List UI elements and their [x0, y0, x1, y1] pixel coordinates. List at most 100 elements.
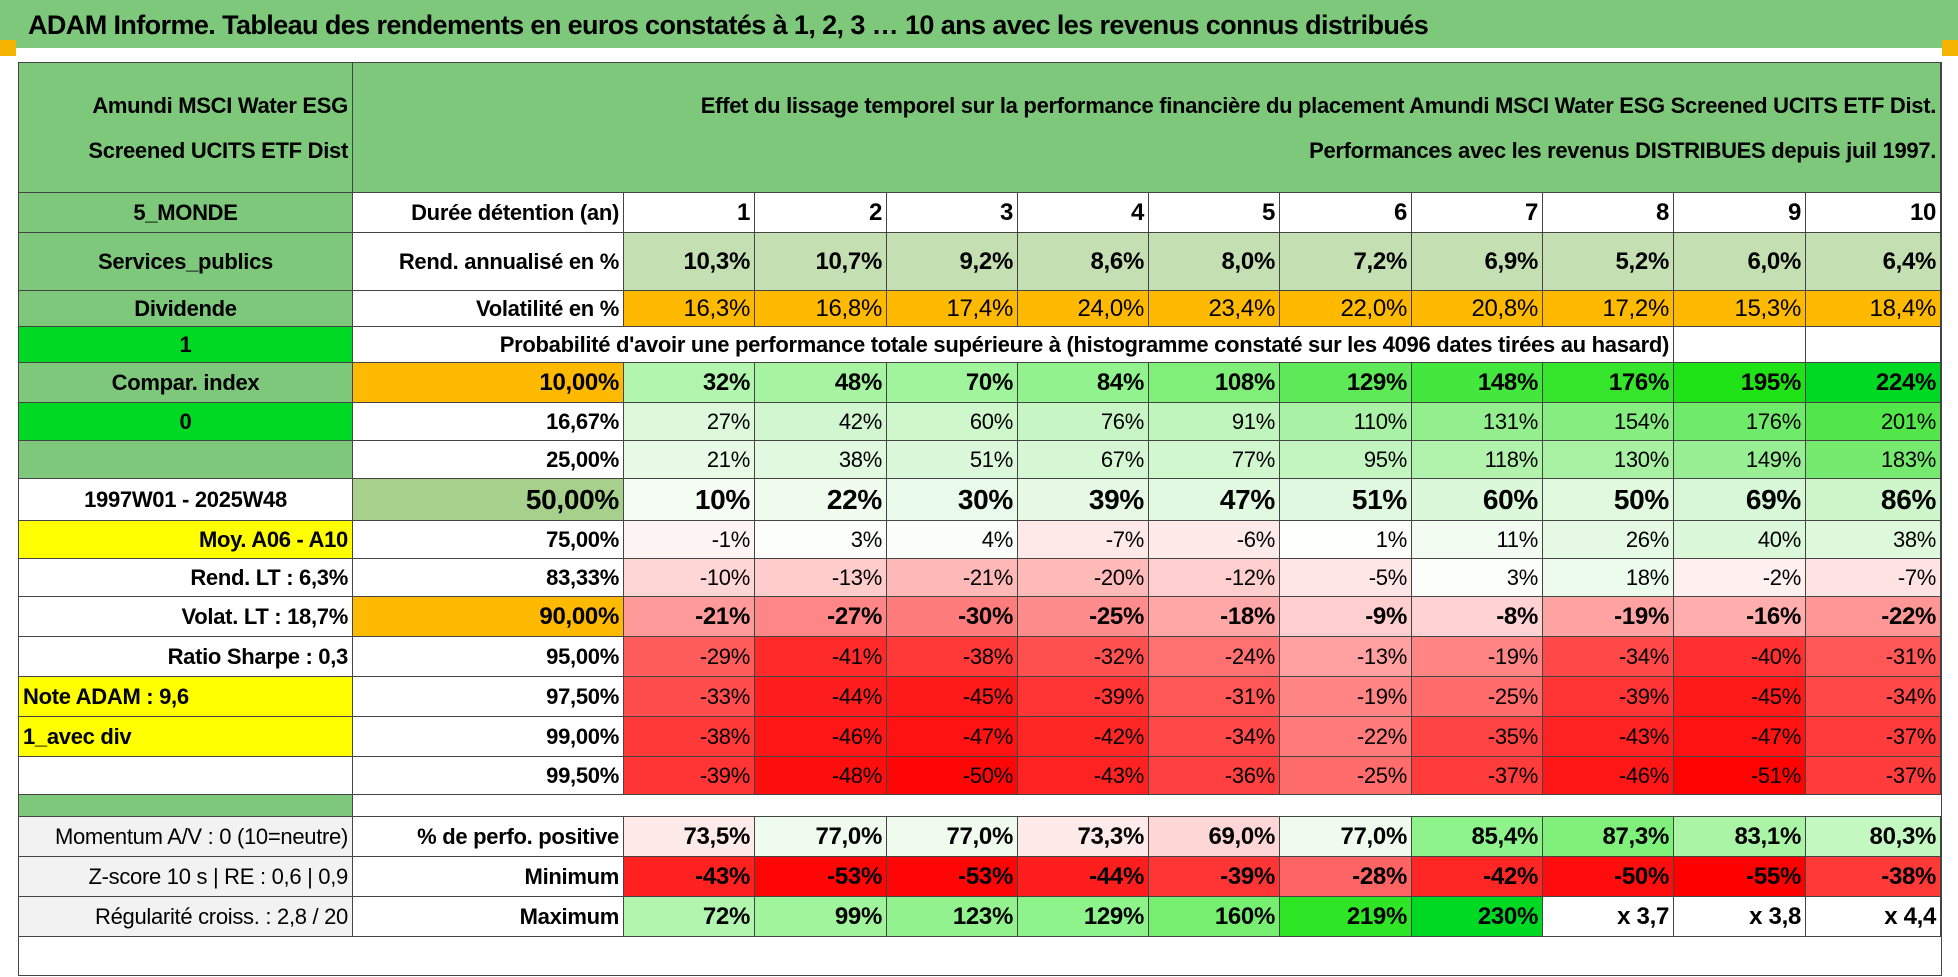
probability-cell: -12% — [1148, 558, 1280, 597]
probability-row: 1_avec div 99,00% -38% -46% -47% -42% -34% -22%… — [18, 716, 1942, 757]
side-label: Dividende — [18, 290, 353, 327]
corner-marker-right — [1942, 40, 1958, 56]
probability-cell: -7% — [1804, 558, 1942, 597]
probability-cell: 67% — [1017, 440, 1149, 479]
probability-cell: 86% — [1804, 478, 1942, 521]
return-cell: 8,0% — [1148, 232, 1280, 291]
duration-cell: 8 — [1542, 192, 1674, 233]
header-row: Amundi MSCI Water ESG Screened UCITS ETF… — [18, 62, 1942, 193]
side-label: Note ADAM : 9,6 — [18, 676, 353, 717]
threshold-cell: 16,67% — [352, 402, 624, 441]
probability-cell: 148% — [1411, 362, 1543, 403]
return-cell: 9,2% — [886, 232, 1018, 291]
probability-row: 99,50% -39% -48% -50% -43% -36% -25% -37% -46% -5… — [18, 756, 1942, 795]
side-label — [18, 756, 353, 795]
duration-cell: 5 — [1148, 192, 1280, 233]
volatility-row: Dividende Volatilité en % 16,3% 16,8% 17,4% 2… — [18, 290, 1942, 327]
probability-cell: 154% — [1542, 402, 1674, 441]
empty-cell — [1673, 326, 1806, 363]
probability-cell: 77% — [1148, 440, 1280, 479]
probability-cell: -46% — [1542, 756, 1674, 795]
stat-side-label: Z-score 10 s | RE : 0,6 | 0,9 — [18, 856, 353, 897]
probability-cell: -27% — [754, 596, 887, 637]
stat-cell: 219% — [1279, 896, 1412, 937]
duration-cell: 10 — [1804, 192, 1942, 233]
return-cell: 7,2% — [1279, 232, 1412, 291]
probability-cell: -13% — [754, 558, 887, 597]
stat-cell: 85,4% — [1411, 816, 1543, 857]
probability-cell: 42% — [754, 402, 887, 441]
probability-cell: 22% — [754, 478, 887, 521]
probability-cell: -48% — [754, 756, 887, 795]
probability-cell: 47% — [1148, 478, 1280, 521]
probability-cell: -21% — [623, 596, 755, 637]
stat-cell: 77,0% — [1279, 816, 1412, 857]
description-line-1: Effet du lissage temporel sur la perform… — [700, 92, 1937, 118]
duration-cell: 7 — [1411, 192, 1543, 233]
probability-cell: 183% — [1804, 440, 1942, 479]
side-label: Rend. LT : 6,3% — [18, 558, 353, 597]
row-label: Rend. annualisé en % — [352, 232, 624, 291]
stat-cell: 129% — [1017, 896, 1149, 937]
volatility-cell: 20,8% — [1411, 290, 1543, 327]
probability-row: 25,00% 21% 38% 51% 67% 77% 95% 118% 130% 149% 183% — [18, 440, 1942, 479]
probability-cell: -34% — [1148, 716, 1280, 757]
threshold-cell: 10,00% — [352, 362, 624, 403]
probability-cell: -47% — [886, 716, 1018, 757]
probability-cell: -50% — [886, 756, 1018, 795]
probability-cell: 51% — [886, 440, 1018, 479]
volatility-cell: 16,3% — [623, 290, 755, 327]
probability-cell: 108% — [1148, 362, 1280, 403]
probability-cell: -25% — [1411, 676, 1543, 717]
stat-cell: -39% — [1148, 856, 1280, 897]
probability-cell: -22% — [1279, 716, 1412, 757]
stat-cell: -28% — [1279, 856, 1412, 897]
volatility-cell: 16,8% — [754, 290, 887, 327]
probability-cell: 4% — [886, 520, 1018, 559]
stat-row: Régularité croiss. : 2,8 / 20 Maximum 72% 9… — [18, 896, 1942, 937]
probability-cell: 38% — [1804, 520, 1942, 559]
probability-cell: 18% — [1542, 558, 1674, 597]
probability-cell: -25% — [1279, 756, 1412, 795]
stat-cell: 69,0% — [1148, 816, 1280, 857]
probability-cell: 60% — [1411, 478, 1543, 521]
stat-cell: 77,0% — [754, 816, 887, 857]
duration-row: 5_MONDE Durée détention (an) 1 2 3 4 5 6 7 8 9 10 — [18, 192, 1942, 233]
probability-cell: -24% — [1148, 636, 1280, 677]
probability-cell: -39% — [1017, 676, 1149, 717]
probability-cell: -10% — [623, 558, 755, 597]
probability-row: Rend. LT : 6,3% 83,33% -10% -13% -21% -20% -12… — [18, 558, 1942, 597]
probability-row: Compar. index 10,00% 32% 48% 70% 84% 108% 129% 1… — [18, 362, 1942, 403]
probability-cell: -21% — [886, 558, 1018, 597]
probability-cell: -20% — [1017, 558, 1149, 597]
probability-cell: -38% — [886, 636, 1018, 677]
probability-cell: 130% — [1542, 440, 1674, 479]
stat-cell: 73,3% — [1017, 816, 1149, 857]
side-label: Compar. index — [18, 362, 353, 403]
side-label: 1997W01 - 2025W48 — [18, 478, 353, 521]
threshold-cell: 25,00% — [352, 440, 624, 479]
stat-label: Minimum — [352, 856, 624, 897]
probability-row: Moy. A06 - A10 75,00% -1% 3% 4% -7% -6% 1% 11% 26… — [18, 520, 1942, 559]
return-cell: 10,3% — [623, 232, 755, 291]
probability-cell: 26% — [1542, 520, 1674, 559]
probability-cell: -42% — [1017, 716, 1149, 757]
stat-side-label: Momentum A/V : 0 (10=neutre) — [18, 816, 353, 857]
probability-cell: -37% — [1804, 756, 1942, 795]
threshold-cell: 97,50% — [352, 676, 624, 717]
probability-cell: -45% — [886, 676, 1018, 717]
stat-cell: -38% — [1804, 856, 1942, 897]
fund-name: Amundi MSCI Water ESG Screened UCITS ETF… — [88, 92, 348, 163]
probability-cell: -41% — [754, 636, 887, 677]
probability-cell: 84% — [1017, 362, 1149, 403]
side-label: Moy. A06 - A10 — [18, 520, 353, 559]
threshold-cell: 83,33% — [352, 558, 624, 597]
probability-cell: -51% — [1673, 756, 1806, 795]
separator-row — [18, 794, 1941, 817]
probability-cell: -5% — [1279, 558, 1412, 597]
probability-cell: 129% — [1279, 362, 1412, 403]
duration-cell: 4 — [1017, 192, 1149, 233]
report-title: ADAM Informe. Tableau des rendements en … — [0, 0, 1958, 48]
probability-cell: 118% — [1411, 440, 1543, 479]
volatility-cell: 17,4% — [886, 290, 1018, 327]
